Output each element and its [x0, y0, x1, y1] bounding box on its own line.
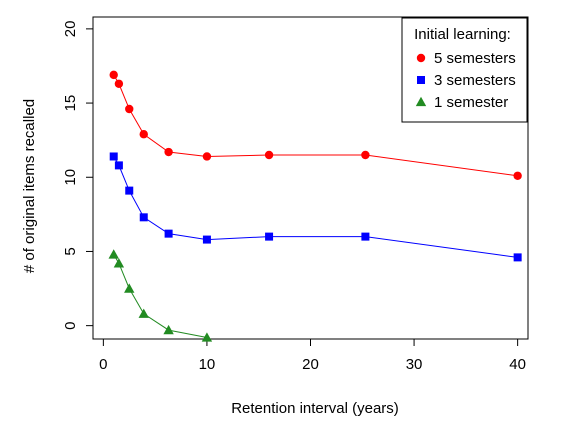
y-tick-label: 15 [62, 95, 79, 112]
data-point [124, 283, 135, 293]
legend-marker [416, 53, 426, 63]
legend: Initial learning: 5 semesters 3 semesters 1… [401, 17, 528, 123]
y-tick-label: 5 [62, 247, 79, 255]
data-point [265, 232, 274, 241]
series-line [113, 156, 518, 258]
series-line [113, 254, 208, 339]
x-tick-label: 40 [509, 356, 526, 373]
data-point [164, 147, 173, 157]
x-tick-label: 20 [302, 356, 319, 373]
legend-title: Initial learning: [414, 26, 511, 43]
data-point [139, 213, 148, 222]
data-point [113, 258, 125, 268]
data-point [108, 249, 119, 259]
data-point [361, 150, 370, 160]
data-point [164, 229, 173, 238]
legend-marker [415, 96, 427, 107]
series-1 [109, 152, 522, 262]
data-point [201, 332, 213, 342]
data-point [361, 232, 370, 241]
data-point [114, 79, 124, 88]
data-point [138, 308, 149, 318]
data-point [513, 171, 522, 180]
data-point [163, 324, 174, 335]
x-axis-label: Retention interval (years) [231, 400, 399, 417]
y-tick-label: 10 [62, 169, 79, 186]
axes: 0 10 20 30 40 0 5 10 15 20 [62, 21, 526, 373]
data-point [202, 235, 211, 244]
data-point [114, 161, 123, 170]
data-point [139, 130, 148, 139]
series-2 [108, 249, 213, 342]
series-0 [109, 70, 522, 180]
legend-marker [417, 76, 425, 84]
data-point [125, 104, 134, 114]
data-point [513, 253, 522, 262]
x-tick-label: 30 [406, 356, 423, 373]
legend-entry-label: 3 semesters [434, 72, 516, 89]
data-point [202, 152, 212, 161]
data-point [264, 150, 274, 160]
y-tick-label: 20 [62, 21, 79, 38]
x-tick-label: 0 [99, 356, 107, 373]
y-axis-label: # of original items recalled [21, 99, 38, 273]
data-point [109, 70, 118, 80]
legend-entry-label: 5 semesters [434, 50, 516, 67]
x-tick-label: 10 [199, 356, 216, 373]
y-tick-label: 0 [62, 321, 79, 329]
legend-entry-label: 1 semester [434, 94, 508, 111]
data-point [125, 186, 134, 195]
data-point [109, 152, 118, 161]
series-group [108, 70, 522, 342]
